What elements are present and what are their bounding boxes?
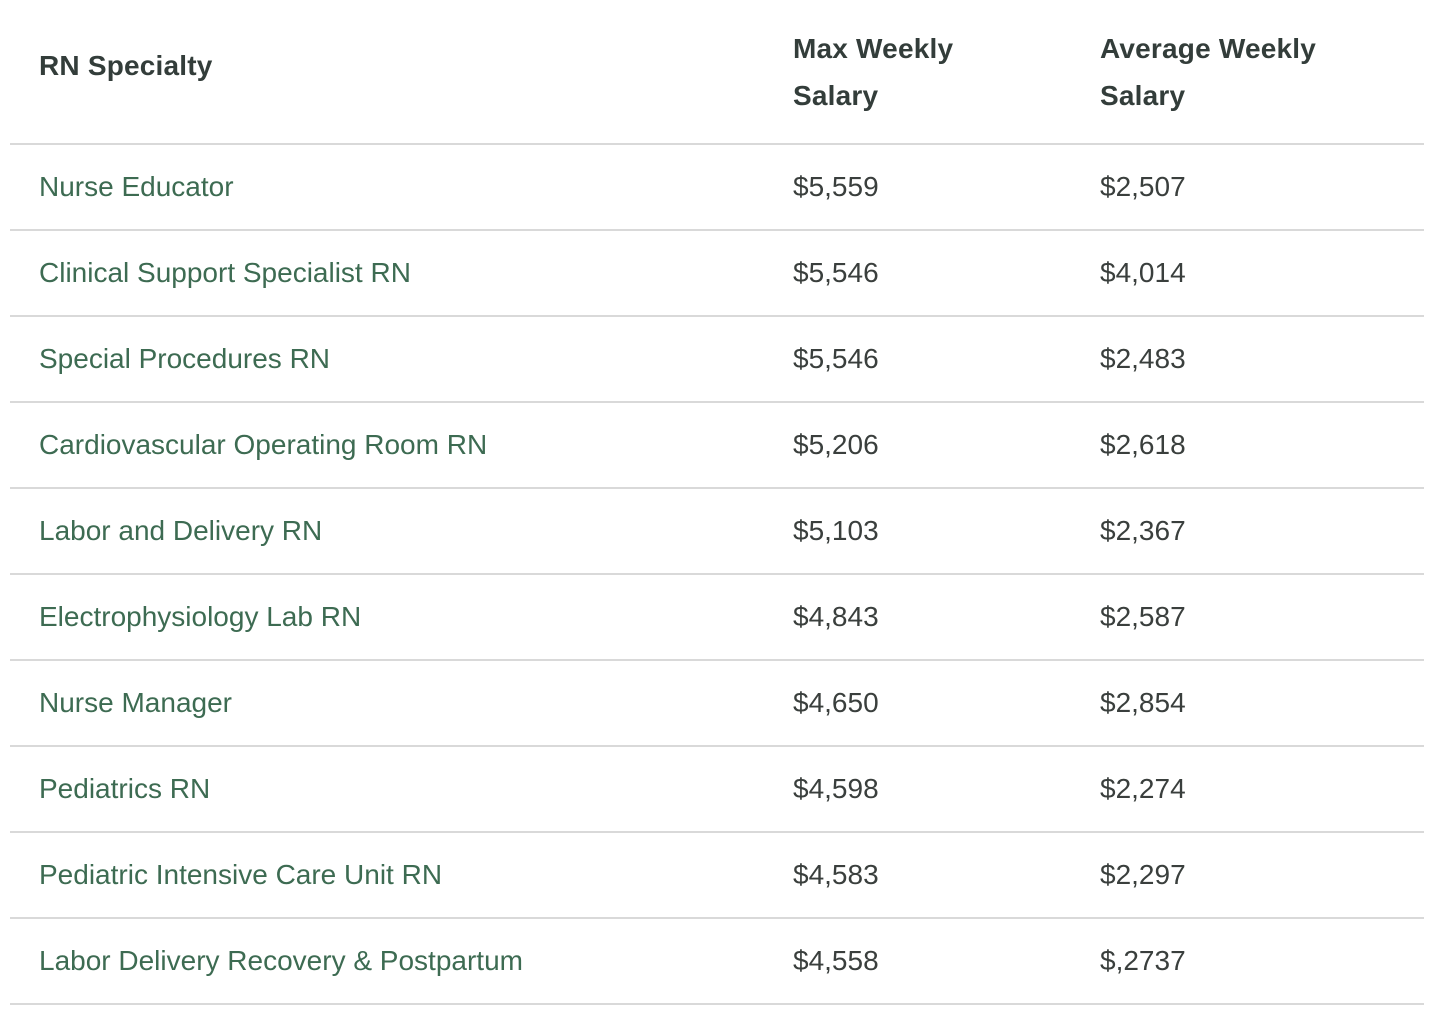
column-header-max-line2: Salary bbox=[793, 79, 879, 111]
average-salary-cell: $2,274 bbox=[1100, 773, 1186, 804]
table-row: Labor Delivery Recovery & Postpartum $4,… bbox=[10, 919, 1424, 1005]
table-row: Nurse Educator $5,559 $2,507 bbox=[10, 145, 1424, 231]
average-salary-cell: $2,507 bbox=[1100, 171, 1186, 202]
specialty-cell: Pediatrics RN bbox=[39, 773, 211, 804]
table-row: Nurse Manager $4,650 $2,854 bbox=[10, 661, 1424, 747]
specialty-cell: Labor and Delivery RN bbox=[39, 515, 323, 546]
specialty-cell: Labor Delivery Recovery & Postpartum bbox=[39, 945, 523, 976]
table-row: Labor and Delivery RN $5,103 $2,367 bbox=[10, 489, 1424, 575]
average-salary-cell: $2,618 bbox=[1100, 429, 1186, 460]
max-salary-cell: $5,559 bbox=[793, 171, 879, 202]
table-header-row: RN Specialty Max Weekly Salary Average W… bbox=[10, 0, 1424, 145]
max-salary-cell: $4,843 bbox=[793, 601, 879, 632]
specialty-cell: Clinical Support Specialist RN bbox=[39, 257, 411, 288]
average-salary-cell: $2,297 bbox=[1100, 859, 1186, 890]
max-salary-cell: $4,583 bbox=[793, 859, 879, 890]
max-salary-cell: $4,558 bbox=[793, 945, 879, 976]
table-row: Electrophysiology Lab RN $4,843 $2,587 bbox=[10, 575, 1424, 661]
max-salary-cell: $5,103 bbox=[793, 515, 879, 546]
column-header-max-line1: Max Weekly bbox=[793, 32, 954, 64]
average-salary-cell: $2,483 bbox=[1100, 343, 1186, 374]
column-header-avg-line2: Salary bbox=[1100, 79, 1186, 111]
specialty-cell: Cardiovascular Operating Room RN bbox=[39, 429, 488, 460]
max-salary-cell: $4,598 bbox=[793, 773, 879, 804]
max-salary-cell: $5,546 bbox=[793, 343, 879, 374]
specialty-cell: Electrophysiology Lab RN bbox=[39, 601, 362, 632]
specialty-cell: Pediatric Intensive Care Unit RN bbox=[39, 859, 443, 890]
specialty-cell: Nurse Manager bbox=[39, 687, 232, 718]
average-salary-cell: $,2737 bbox=[1100, 945, 1186, 976]
column-header-avg-line1: Average Weekly bbox=[1100, 32, 1317, 64]
table-row: Clinical Support Specialist RN $5,546 $4… bbox=[10, 231, 1424, 317]
max-salary-cell: $4,650 bbox=[793, 687, 879, 718]
column-header-specialty: RN Specialty bbox=[39, 50, 213, 81]
average-salary-cell: $2,854 bbox=[1100, 687, 1186, 718]
column-header-average-weekly-salary: Average Weekly Salary bbox=[1100, 25, 1424, 119]
max-salary-cell: $5,546 bbox=[793, 257, 879, 288]
specialty-cell: Nurse Educator bbox=[39, 171, 234, 202]
column-header-max-weekly-salary: Max Weekly Salary bbox=[793, 25, 1100, 119]
table-row: Pediatric Intensive Care Unit RN $4,583 … bbox=[10, 833, 1424, 919]
max-salary-cell: $5,206 bbox=[793, 429, 879, 460]
average-salary-cell: $2,367 bbox=[1100, 515, 1186, 546]
average-salary-cell: $2,587 bbox=[1100, 601, 1186, 632]
average-salary-cell: $4,014 bbox=[1100, 257, 1186, 288]
salary-table: RN Specialty Max Weekly Salary Average W… bbox=[10, 0, 1424, 1005]
table-row: Special Procedures RN $5,546 $2,483 bbox=[10, 317, 1424, 403]
specialty-cell: Special Procedures RN bbox=[39, 343, 331, 374]
table-row: Pediatrics RN $4,598 $2,274 bbox=[10, 747, 1424, 833]
table-row: Cardiovascular Operating Room RN $5,206 … bbox=[10, 403, 1424, 489]
